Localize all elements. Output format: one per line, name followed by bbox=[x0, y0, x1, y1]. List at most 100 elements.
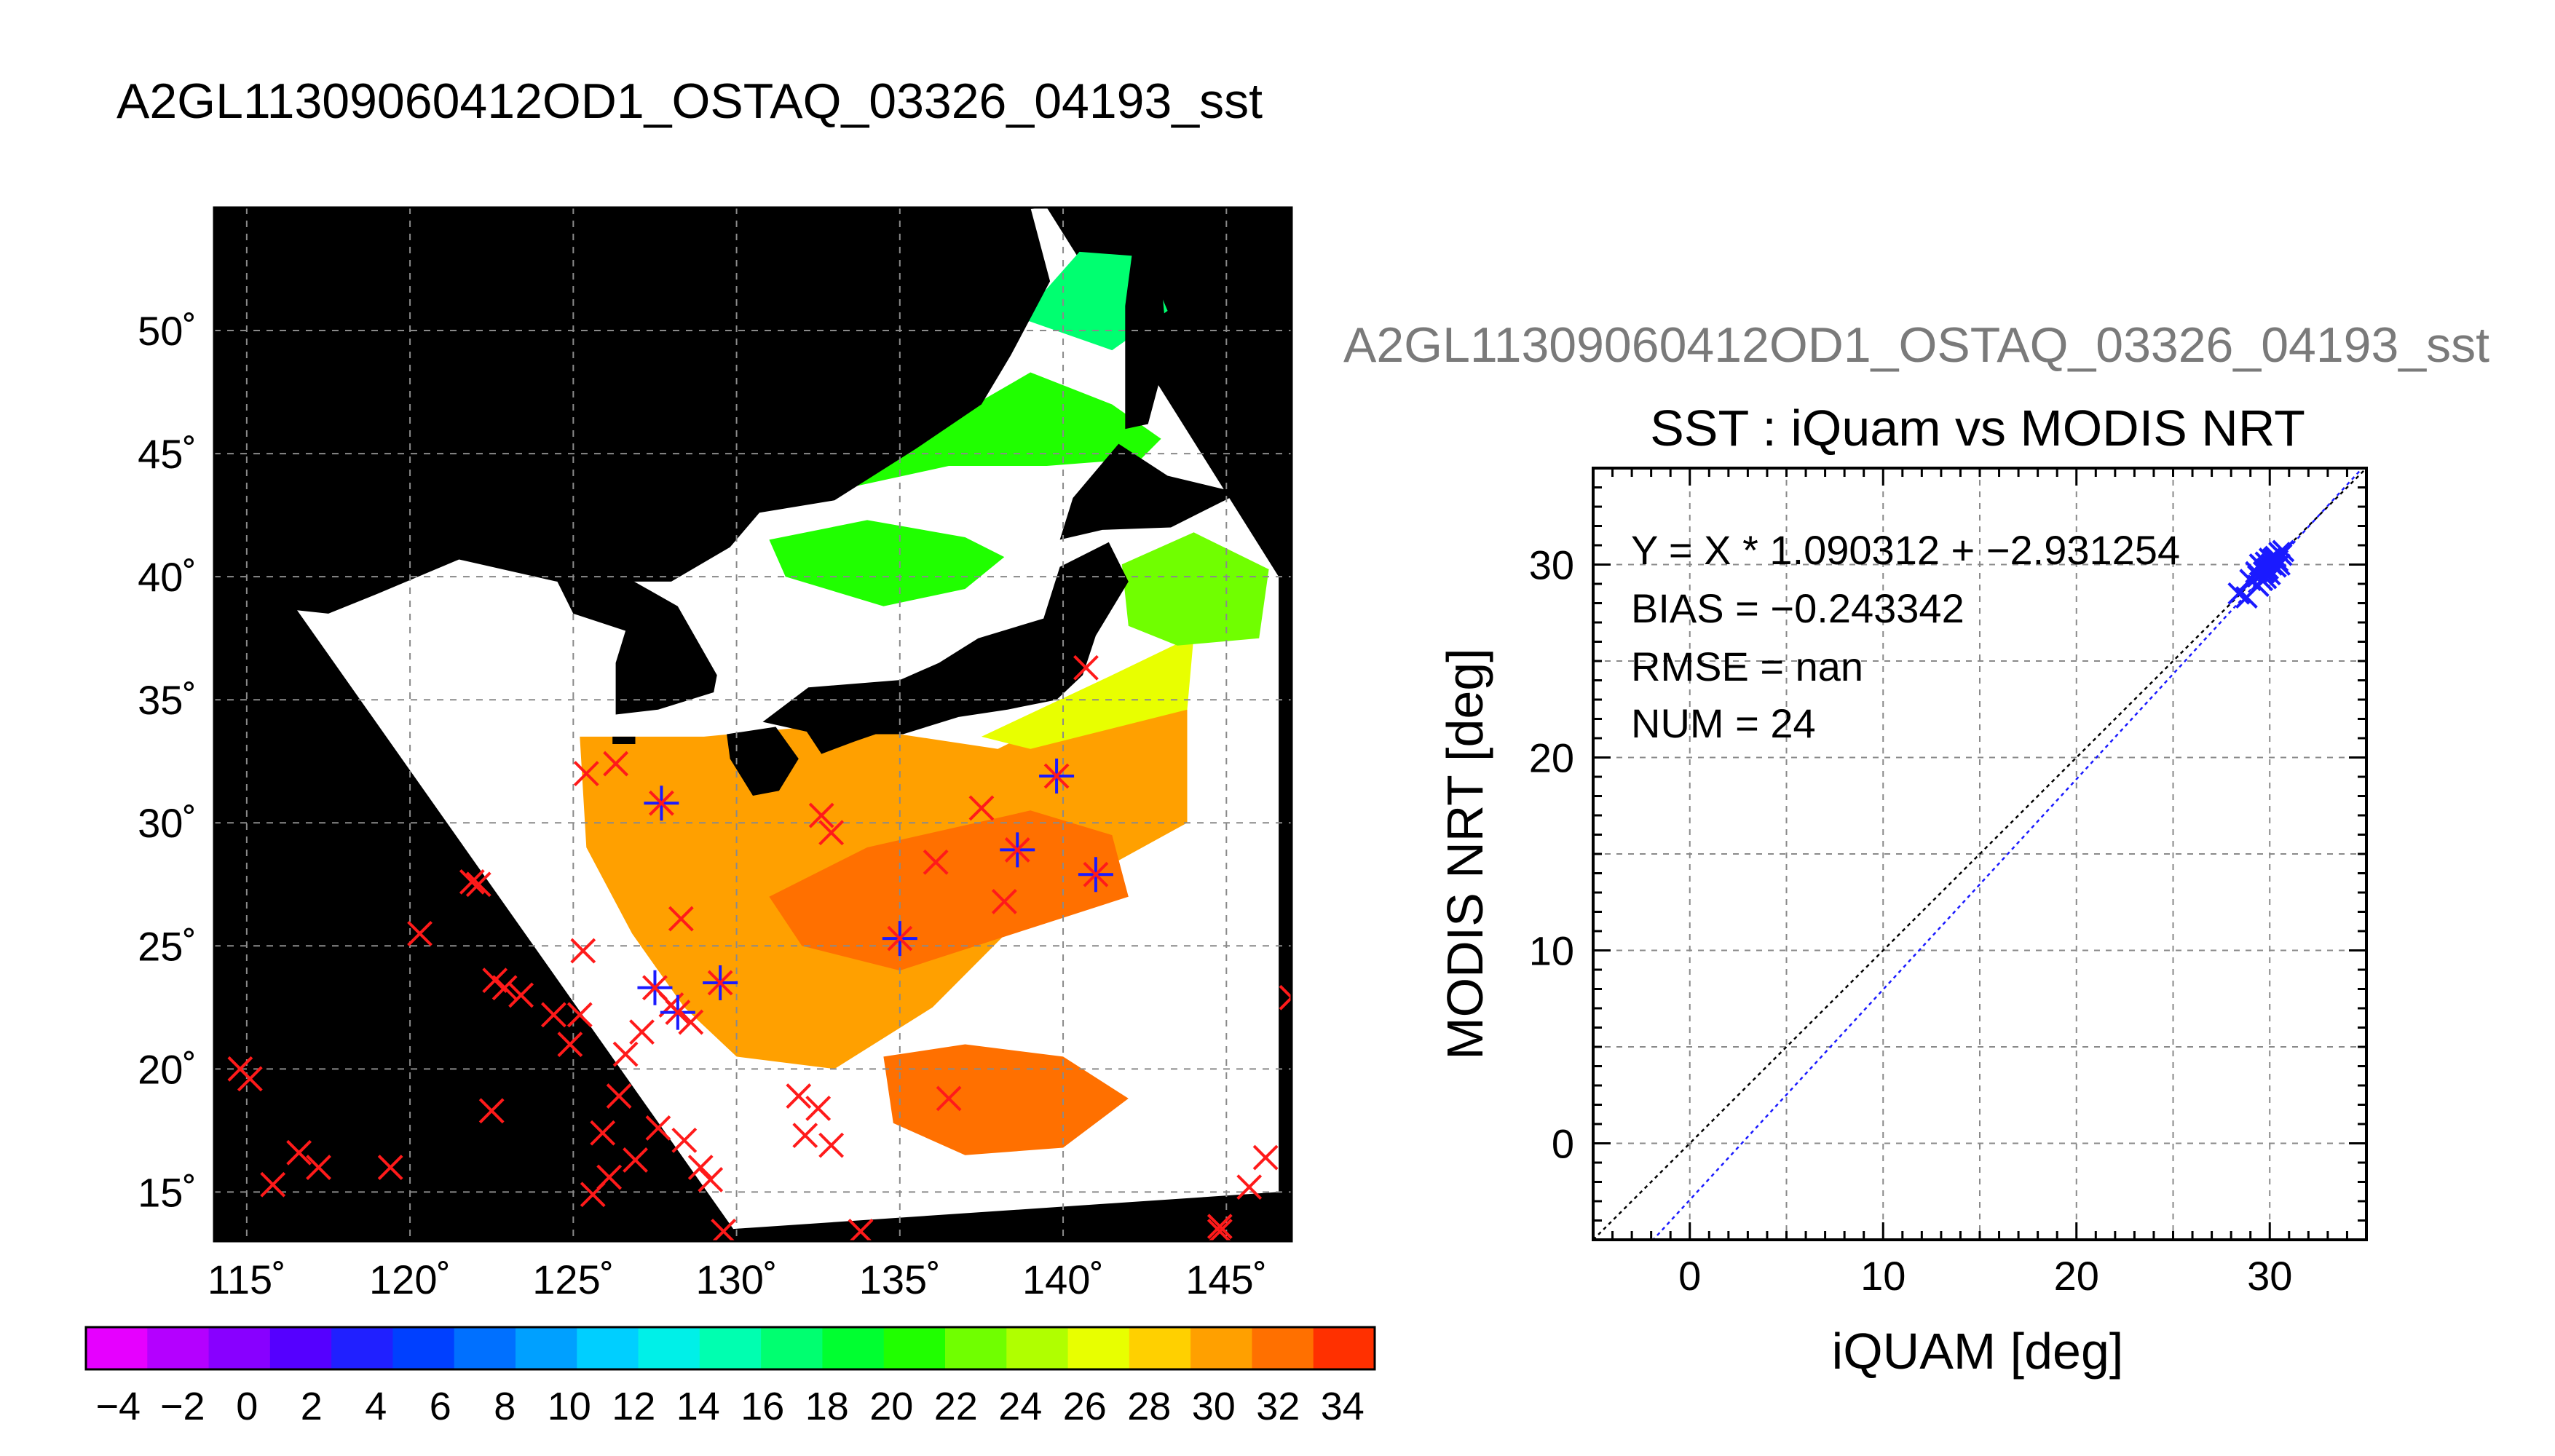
matchup-marker bbox=[808, 802, 834, 828]
map-frame bbox=[213, 206, 1293, 1243]
matchup-marker-used bbox=[882, 921, 917, 957]
stats-rmse: RMSE = nan bbox=[1631, 644, 1863, 689]
scatter-plot: A2GL11309060412OD1_OSTAQ_03326_04193_sst… bbox=[1343, 317, 2489, 1380]
scatter-ticks: 0 10 20 30 0 10 20 30 bbox=[1529, 467, 2368, 1299]
stats-num: NUM = 24 bbox=[1631, 700, 1816, 746]
colorbar-swatch bbox=[1252, 1327, 1314, 1369]
matchup-marker bbox=[541, 1002, 566, 1028]
x-axis-label: iQUAM [deg] bbox=[1832, 1323, 2124, 1380]
colorbar-tick-label: 30 bbox=[1192, 1385, 1236, 1428]
land-continent-north bbox=[214, 207, 1051, 614]
scatter-point bbox=[2246, 574, 2270, 598]
scatter-points bbox=[2227, 539, 2295, 609]
matchup-marker bbox=[286, 1139, 312, 1166]
map-y-tick-label: 50˚ bbox=[138, 308, 197, 354]
map-x-tick-label: 130˚ bbox=[696, 1257, 778, 1302]
sst-green-japan-sea bbox=[769, 520, 1005, 606]
main-title: A2GL11309060412OD1_OSTAQ_03326_04193_sst bbox=[117, 74, 1263, 129]
scatter-y-tick-label: 10 bbox=[1529, 928, 1574, 974]
matchup-marker bbox=[491, 975, 518, 1001]
map-y-tick-label: 45˚ bbox=[138, 431, 197, 477]
map-y-tick-label: 35˚ bbox=[138, 677, 197, 723]
colorbar-swatch bbox=[761, 1327, 824, 1369]
matchup-marker bbox=[465, 871, 491, 898]
scatter-point bbox=[2272, 539, 2295, 563]
colorbar-swatch bbox=[208, 1327, 271, 1369]
land-korea bbox=[553, 569, 717, 715]
map-y-tick-label: 30˚ bbox=[138, 800, 197, 846]
matchup-marker bbox=[786, 1083, 812, 1109]
map-x-tick-label: 115˚ bbox=[208, 1257, 286, 1302]
scatter-x-tick-label: 30 bbox=[2247, 1253, 2292, 1299]
stats-fit-equation: Y = X * 1.090312 + −2.931254 bbox=[1631, 527, 2180, 573]
map-x-tick-label: 120˚ bbox=[369, 1257, 451, 1302]
matchup-marker bbox=[623, 1147, 648, 1173]
matchup-marker bbox=[818, 1132, 845, 1158]
matchup-marker bbox=[711, 1219, 737, 1241]
scatter-x-tick-label: 20 bbox=[2054, 1253, 2099, 1299]
colorbar-swatch bbox=[331, 1327, 394, 1369]
colorbar-tick-label: 14 bbox=[676, 1385, 720, 1428]
colorbar-tick-label: 16 bbox=[741, 1385, 784, 1428]
stats-box: Y = X * 1.090312 + −2.931254 BIAS = −0.2… bbox=[1631, 527, 2180, 746]
sst-map: 115˚ 120˚ 125˚ 130˚ 135˚ 140˚ 145˚ 15˚ 20˚ 25˚ 30… bbox=[138, 206, 1293, 1302]
sst-south-patch bbox=[883, 1044, 1129, 1155]
colorbar-swatch bbox=[392, 1327, 455, 1369]
matchup-markers bbox=[227, 654, 1292, 1241]
matchup-marker bbox=[1207, 1214, 1233, 1240]
colorbar-swatch bbox=[1006, 1327, 1069, 1369]
matchup-marker bbox=[590, 1120, 616, 1146]
matchup-marker bbox=[260, 1171, 286, 1198]
matchup-marker bbox=[1279, 984, 1292, 1010]
matchup-marker-used bbox=[1000, 832, 1035, 868]
matchup-marker bbox=[818, 820, 845, 846]
matchup-marker-used bbox=[660, 994, 695, 1030]
land-kyushu bbox=[727, 727, 799, 796]
matchup-marker bbox=[1073, 654, 1099, 681]
colorbar-tick-label: 10 bbox=[548, 1385, 591, 1428]
colorbar: −4 −2 0 2 4 6 8 10 12 14 16 18 20 22 24 26 28 30 32 34 bbox=[84, 1326, 1376, 1428]
matchup-marker bbox=[566, 1002, 593, 1028]
matchup-marker bbox=[459, 869, 485, 895]
colorbar-tick-label: 12 bbox=[612, 1385, 655, 1428]
colorbar-tick-label: 8 bbox=[494, 1385, 516, 1428]
colorbar-tick-label: 6 bbox=[430, 1385, 451, 1428]
colorbar-frame bbox=[84, 1326, 1376, 1371]
matchup-marker bbox=[606, 1083, 632, 1109]
colorbar-swatch bbox=[516, 1327, 577, 1369]
matchup-marker bbox=[848, 1219, 874, 1241]
colorbar-tick-label: −4 bbox=[95, 1385, 141, 1428]
scatter-x-tick-label: 0 bbox=[1678, 1253, 1701, 1299]
colorbar-swatch bbox=[883, 1327, 946, 1369]
matchup-marker bbox=[671, 1127, 698, 1153]
matchup-marker bbox=[991, 889, 1017, 914]
colorbar-tick-label: 34 bbox=[1321, 1385, 1365, 1428]
matchup-marker bbox=[668, 906, 694, 932]
matchup-marker-used bbox=[703, 965, 738, 1000]
scatter-y-tick-label: 0 bbox=[1552, 1121, 1574, 1167]
colorbar-swatch bbox=[1313, 1327, 1375, 1369]
map-x-tick-label: 125˚ bbox=[532, 1257, 614, 1302]
stats-bias: BIAS = −0.243342 bbox=[1631, 585, 1964, 631]
map-y-tick-label: 20˚ bbox=[138, 1046, 197, 1092]
matchup-marker bbox=[237, 1066, 263, 1092]
map-y-tick-label: 40˚ bbox=[138, 554, 197, 600]
matchup-marker bbox=[968, 795, 995, 821]
matchup-marker bbox=[612, 1041, 639, 1067]
matchup-marker bbox=[1207, 1219, 1233, 1241]
land-shikoku bbox=[805, 719, 891, 754]
matchup-marker-used bbox=[644, 786, 679, 821]
colorbar-tick-label: 18 bbox=[805, 1385, 849, 1428]
colorbar-swatch bbox=[147, 1327, 210, 1369]
matchup-marker bbox=[306, 1155, 331, 1180]
scatter-point bbox=[2268, 553, 2291, 576]
matchup-marker bbox=[645, 1115, 671, 1141]
regression-line bbox=[1651, 468, 2364, 1240]
matchup-marker bbox=[936, 1085, 962, 1112]
colorbar-swatch bbox=[1190, 1327, 1253, 1369]
colorbar-swatch bbox=[1129, 1327, 1191, 1369]
colorbar-tick-label: 4 bbox=[365, 1385, 387, 1428]
colorbar-swatch bbox=[1067, 1327, 1130, 1369]
map-x-tick-label: 135˚ bbox=[859, 1257, 941, 1302]
land-taiwan bbox=[413, 941, 473, 1023]
